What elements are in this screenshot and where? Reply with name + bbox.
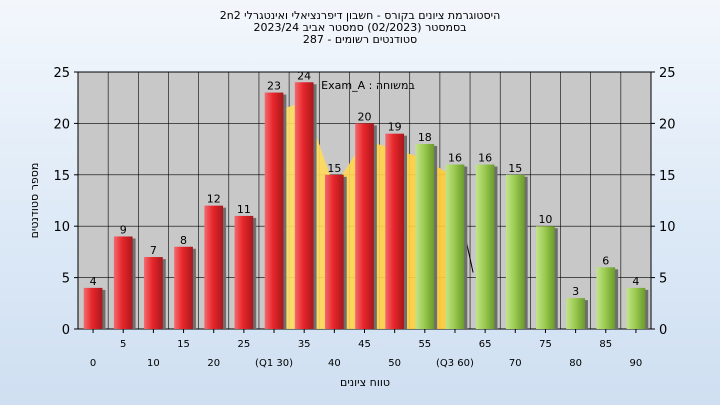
bar-value-label: 6 — [602, 254, 609, 267]
x-tick-label: 25 — [238, 339, 251, 350]
bar-value-label: 16 — [448, 152, 462, 165]
y-tick-label-left: 25 — [53, 66, 70, 81]
bar — [264, 92, 284, 329]
bar-value-label: 10 — [538, 213, 552, 226]
y-tick-label-left: 5 — [62, 272, 70, 287]
x-tick-label: (Q1 30) — [255, 358, 293, 369]
x-tick-label: 50 — [388, 358, 401, 369]
x-axis: 0 5 10 15 20 25 (Q1 30) 35 40 45 50 55 (Q3 60) 65 70 75… — [90, 329, 642, 369]
bar-value-label: 4 — [90, 275, 97, 288]
x-tick-label: 15 — [177, 339, 190, 350]
x-tick-label: 10 — [147, 358, 160, 369]
y-tick-label-right: 0 — [659, 323, 667, 338]
bar — [294, 82, 314, 329]
x-tick-label: 40 — [328, 358, 341, 369]
x-tick-label: 65 — [479, 339, 492, 350]
x-axis-title: טווח ציונים — [340, 376, 390, 389]
y-tick-label-right: 10 — [659, 220, 676, 235]
chart-subtitle: בסמסטר (02/2023) סמסטר אביב 2023/24 — [253, 21, 467, 34]
bar-value-label: 24 — [297, 69, 311, 82]
bar-value-label: 15 — [508, 162, 522, 175]
bar-value-label: 16 — [478, 152, 492, 165]
bar-value-label: 11 — [237, 203, 251, 216]
bar-value-label: 23 — [267, 80, 281, 93]
bar-value-label: 19 — [388, 121, 402, 134]
bar-value-label: 12 — [207, 193, 221, 206]
bar-value-label: 7 — [150, 244, 157, 257]
y-axis-title: מספר סטודנטים — [28, 163, 41, 239]
x-tick-label: 5 — [120, 339, 126, 350]
bar — [505, 174, 525, 329]
bar-value-label: 20 — [358, 110, 372, 123]
x-tick-label: 70 — [509, 358, 522, 369]
x-tick-label: 20 — [207, 358, 220, 369]
y-tick-label-right: 5 — [659, 272, 667, 287]
x-tick-label: 80 — [569, 358, 582, 369]
bar — [174, 246, 193, 329]
y-tick-label-right: 15 — [659, 169, 676, 184]
bar — [445, 164, 465, 329]
y-axis-left: 0 5 10 15 20 25 — [53, 66, 78, 338]
bar — [415, 143, 435, 329]
data-labels: 4 9 7 8 12 11 23 24 15 20 19 18 16 16 15 10 3 6 4 — [90, 69, 640, 298]
chart-subtitle-2: סטודנטים רשומים - 287 — [302, 33, 418, 46]
bars — [83, 82, 649, 330]
chart-titles: היסטוגרמת ציונים בקורס - חשבון דיפרנציאל… — [0, 10, 720, 46]
x-tick-label: 0 — [90, 358, 96, 369]
bar — [144, 257, 163, 329]
x-tick-label: (Q3 60) — [436, 358, 474, 369]
bar-value-label: 15 — [327, 162, 341, 175]
bar — [113, 236, 133, 329]
y-tick-label-left: 20 — [53, 117, 70, 132]
x-tick-label: 85 — [599, 339, 612, 350]
bar-value-label: 4 — [632, 275, 639, 288]
bar — [596, 267, 616, 329]
bar — [385, 133, 405, 329]
x-tick-label: 55 — [418, 339, 431, 350]
y-axis-right: 0 5 10 15 20 25 — [651, 66, 676, 338]
y-tick-label-left: 0 — [62, 323, 70, 338]
x-tick-label: 90 — [630, 358, 643, 369]
bar-value-label: 18 — [418, 131, 432, 144]
bar — [83, 287, 103, 329]
y-tick-label-left: 15 — [53, 169, 70, 184]
y-tick-label-right: 20 — [659, 117, 676, 132]
bar-value-label: 8 — [180, 234, 187, 247]
y-tick-label-left: 10 — [53, 220, 70, 235]
y-tick-label-right: 25 — [659, 66, 676, 81]
bar — [204, 205, 224, 329]
x-tick-label: 75 — [539, 339, 552, 350]
bar — [355, 123, 374, 330]
bar-value-label: 9 — [120, 223, 127, 236]
bar — [234, 215, 254, 329]
chart-title: היסטוגרמת ציונים בקורס - חשבון דיפרנציאל… — [219, 9, 501, 22]
bar — [626, 287, 646, 329]
bar — [566, 298, 585, 329]
x-tick-label: 45 — [358, 339, 371, 350]
bar — [536, 226, 555, 329]
bar — [475, 164, 495, 329]
bar — [324, 174, 344, 329]
chart-annotation: Exam_A : במשוחה — [321, 79, 415, 92]
bar-value-label: 3 — [572, 285, 579, 298]
x-tick-label: 35 — [298, 339, 311, 350]
